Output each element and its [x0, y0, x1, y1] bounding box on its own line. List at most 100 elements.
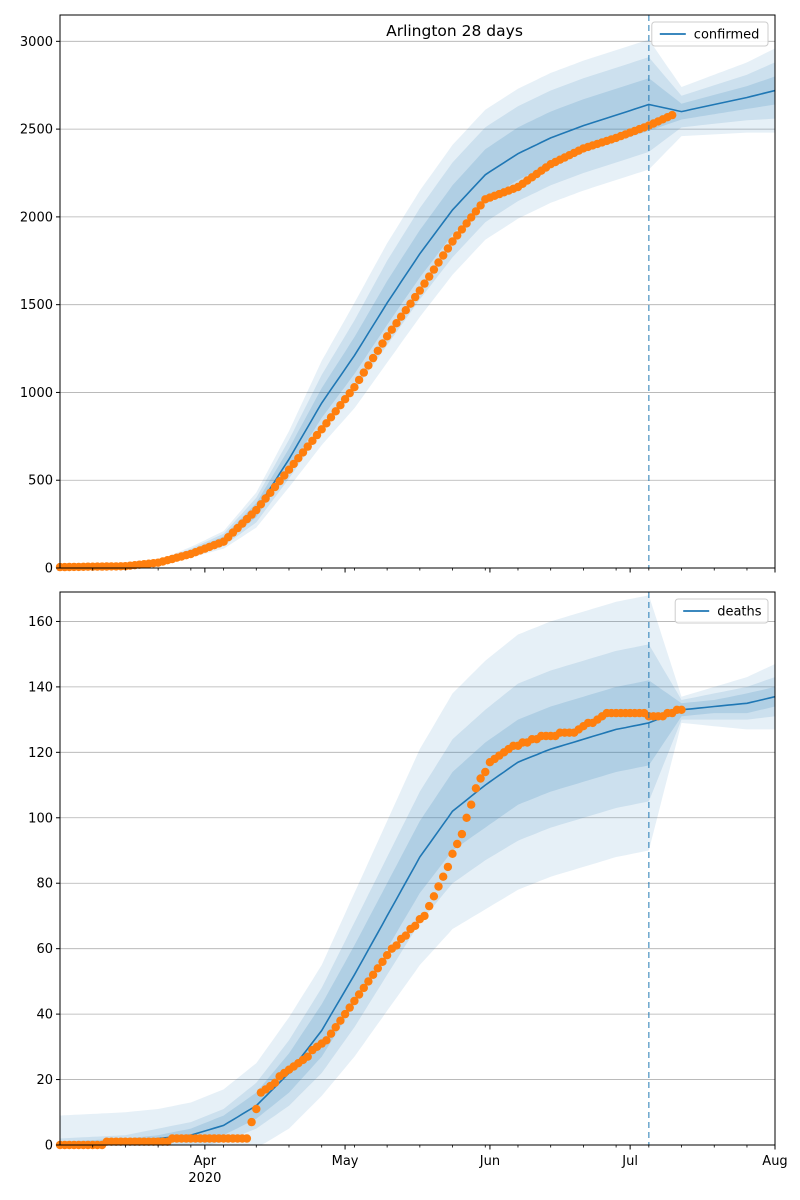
confirmed-panel: 0 500 1000 1500 2000 2500 3000 Arlington 28 day…: [20, 14, 776, 577]
legend-label: deaths: [717, 605, 762, 620]
observed-point: [359, 983, 368, 993]
observed-point: [481, 767, 490, 777]
observed-point: [443, 862, 453, 872]
x-tick-year-label: 2020: [188, 1171, 221, 1186]
observed-point: [453, 231, 462, 240]
y-tick-label: 500: [28, 474, 53, 489]
band-inner: [648, 680, 775, 766]
observed-point: [340, 395, 350, 404]
observed-point: [420, 911, 429, 921]
band-mid: [60, 57, 649, 568]
observed-point: [476, 774, 485, 783]
deaths-panel: 0 20 40 60 80 100 120 140 160 Apr 2020 May Jun Jul Aug…: [28, 591, 788, 1186]
observed-point: [429, 265, 439, 274]
observed-point: [382, 951, 392, 960]
observed-point: [443, 244, 453, 253]
band-mid: [60, 644, 649, 1145]
legend-box: [674, 598, 769, 624]
observed-point: [457, 225, 467, 234]
chart-title: Arlington 28 days: [386, 22, 523, 40]
observed-point: [392, 319, 401, 328]
observed-point: [298, 448, 308, 457]
y-tick-label: 20: [36, 1073, 53, 1088]
observed-point: [294, 454, 303, 463]
observed-point: [387, 325, 396, 334]
observed-point: [340, 1009, 350, 1019]
observed-point: [317, 425, 326, 434]
observed-point: [303, 1052, 312, 1061]
observed-point: [354, 375, 364, 385]
x-tick-label: Aug: [762, 1154, 787, 1169]
y-tick-label: 3000: [20, 35, 53, 50]
observed-point: [425, 901, 434, 911]
observed-point: [270, 1078, 280, 1088]
observed-point: [406, 299, 415, 308]
observed-point: [382, 332, 392, 341]
band-inner: [648, 76, 775, 131]
observed-point: [345, 389, 354, 398]
observed-point: [350, 996, 359, 1006]
observed-point: [373, 964, 382, 973]
legend-label: confirmed: [694, 28, 760, 43]
observed-point: [467, 800, 476, 809]
band-outer: [60, 39, 649, 568]
observed-point: [415, 286, 424, 295]
y-tick-label: 0: [45, 1139, 53, 1154]
observed-point: [429, 892, 439, 901]
observed-point: [336, 1016, 345, 1025]
observed-point: [453, 839, 462, 849]
observed-point: [378, 339, 387, 348]
observed-point: [345, 1003, 354, 1012]
observed-point: [275, 477, 284, 486]
observed-point: [373, 346, 382, 355]
observed-point: [457, 829, 467, 839]
observed-point: [392, 941, 401, 950]
y-tick-label: 60: [36, 942, 53, 957]
observed-point: [401, 931, 410, 940]
x-tick-label: Jul: [621, 1154, 638, 1169]
observed-point: [247, 1117, 256, 1127]
observed-point: [411, 921, 420, 930]
observed-point: [354, 990, 364, 999]
y-tick-label: 2000: [20, 210, 53, 225]
observed-point: [270, 482, 280, 492]
y-tick-label: 140: [28, 680, 53, 695]
y-tick-label: 1000: [20, 386, 53, 401]
band-outer: [648, 595, 775, 851]
observed-point: [401, 306, 410, 315]
observed-point: [303, 442, 312, 451]
y-tick-label: 100: [28, 811, 53, 826]
band-mid: [648, 644, 775, 802]
plot-frame: [59, 591, 776, 1146]
observed-point: [425, 272, 434, 281]
y-tick-label: 1500: [20, 298, 53, 313]
observed-point: [439, 872, 448, 881]
x-tick-label: May: [332, 1154, 359, 1169]
band-inner: [60, 78, 649, 568]
observed-point: [312, 430, 322, 440]
observed-point: [331, 1022, 340, 1032]
observed-point: [462, 813, 471, 822]
observed-point: [471, 207, 481, 216]
observed-point: [411, 292, 420, 302]
observed-point: [378, 957, 387, 966]
x-tick-label: Apr: [194, 1154, 217, 1169]
observed-point: [364, 361, 373, 370]
observed-point: [336, 401, 345, 410]
observed-point: [668, 110, 677, 120]
observed-point: [266, 488, 275, 497]
observed-point: [261, 494, 270, 503]
observed-point: [331, 407, 340, 416]
y-tick-label: 0: [45, 562, 53, 577]
observed-point: [284, 465, 294, 474]
observed-point: [289, 459, 298, 469]
observed-point: [326, 1029, 336, 1038]
observed-point: [471, 784, 481, 793]
observed-point: [252, 1104, 261, 1114]
observed-point: [448, 849, 457, 858]
observed-point: [326, 413, 336, 422]
plot-frame: [59, 14, 776, 569]
band-outer: [60, 595, 649, 1145]
